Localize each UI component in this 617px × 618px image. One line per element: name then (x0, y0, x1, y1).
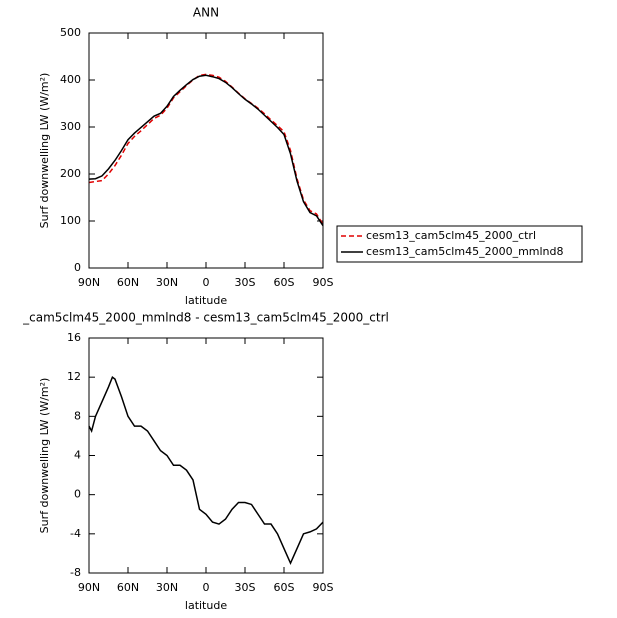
y-tick-label: 100 (60, 214, 81, 227)
x-tick-label: 0 (203, 276, 210, 289)
y-tick-label: 8 (74, 409, 81, 422)
y-tick-label: 200 (60, 167, 81, 180)
y-tick-label: 0 (74, 261, 81, 274)
plot-frame (88, 32, 324, 269)
x-tick-label: 30N (156, 581, 178, 594)
chart-title: _cam5clm45_2000_mmlnd8 - cesm13_cam5clm4… (22, 311, 389, 325)
x-tick-label: 90N (78, 276, 100, 289)
y-tick-label: 400 (60, 73, 81, 86)
x-tick-label: 90N (78, 581, 100, 594)
x-tick-label: 90S (313, 581, 334, 594)
y-tick-label: 0 (74, 488, 81, 501)
legend: cesm13_cam5clm45_2000_ctrl cesm13_cam5clm… (336, 225, 583, 263)
y-tick-label: -4 (70, 527, 81, 540)
y-tick-label: 12 (67, 370, 81, 383)
y-axis-label: Surf downwelling LW (W/m²) (38, 378, 51, 534)
data-line (88, 375, 324, 566)
data-line (88, 73, 324, 225)
y-tick-label: 500 (60, 26, 81, 39)
x-tick-label: 60S (274, 276, 295, 289)
y-tick-label: 4 (74, 449, 81, 462)
y-tick-label: 16 (67, 331, 81, 344)
y-tick-label: 300 (60, 120, 81, 133)
chart-title: ANN (193, 6, 219, 20)
y-axis-label: Surf downwelling LW (W/m²) (38, 73, 51, 229)
plot-frame (88, 337, 324, 574)
x-tick-label: 30S (235, 276, 256, 289)
data-line (88, 74, 324, 227)
x-axis-label: latitude (185, 599, 227, 612)
x-tick-label: 30S (235, 581, 256, 594)
x-tick-label: 90S (313, 276, 334, 289)
legend-label: cesm13_cam5clm45_2000_mmlnd8 (366, 245, 564, 258)
x-axis-label: latitude (185, 294, 227, 307)
x-tick-label: 60N (117, 581, 139, 594)
legend-label: cesm13_cam5clm45_2000_ctrl (366, 229, 536, 242)
x-tick-label: 0 (203, 581, 210, 594)
x-tick-label: 60N (117, 276, 139, 289)
x-tick-label: 60S (274, 581, 295, 594)
y-tick-label: -8 (70, 566, 81, 579)
legend-frame (336, 225, 583, 263)
x-tick-label: 30N (156, 276, 178, 289)
